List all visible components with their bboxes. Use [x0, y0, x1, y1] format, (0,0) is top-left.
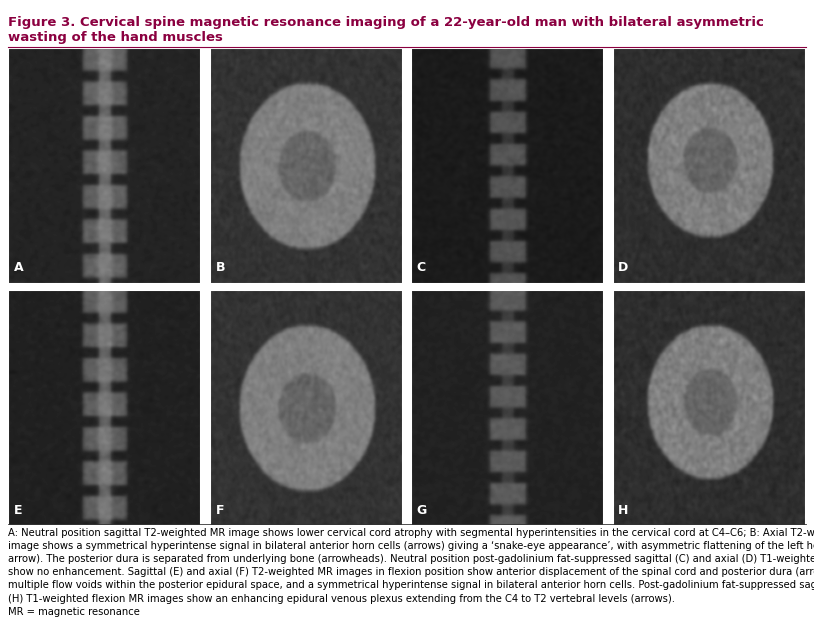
Text: H: H — [619, 504, 628, 517]
Text: A: A — [14, 262, 24, 274]
Text: F: F — [216, 504, 224, 517]
Text: G: G — [417, 504, 427, 517]
Text: E: E — [14, 504, 23, 517]
Text: A: Neutral position sagittal T2-weighted MR image shows lower cervical cord atro: A: Neutral position sagittal T2-weighted… — [8, 528, 814, 617]
Text: D: D — [619, 262, 628, 274]
Text: B: B — [216, 262, 225, 274]
Text: C: C — [417, 262, 426, 274]
Text: Figure 3. Cervical spine magnetic resonance imaging of a 22-year-old man with bi: Figure 3. Cervical spine magnetic resona… — [8, 16, 764, 44]
